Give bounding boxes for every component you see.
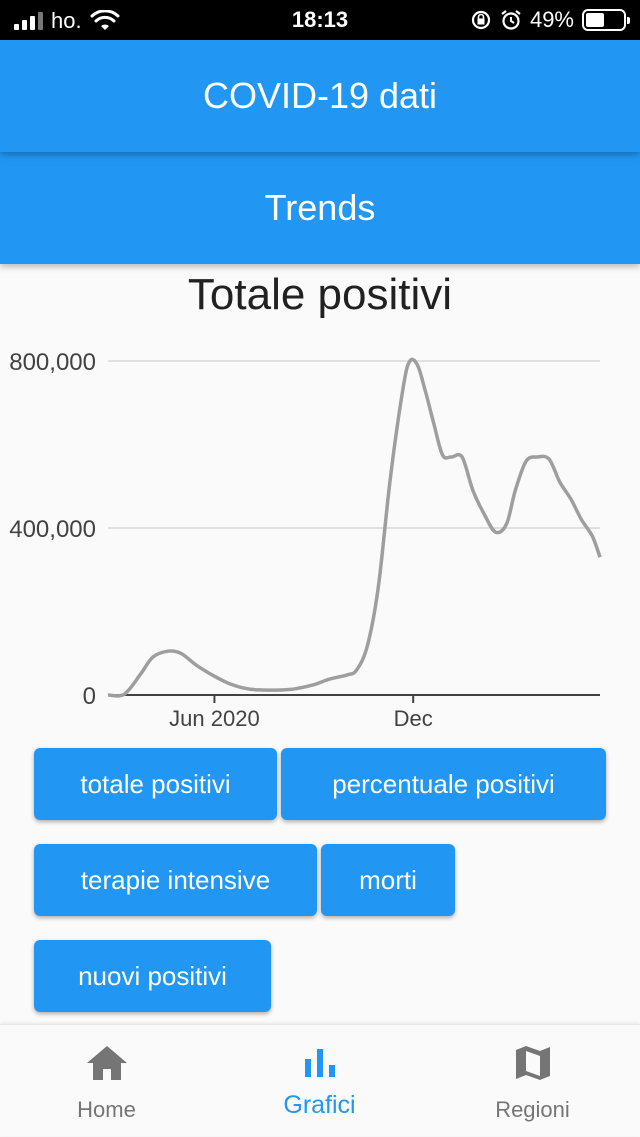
- nav-item-grafici[interactable]: Grafici: [213, 1025, 426, 1137]
- totale-positivi-button[interactable]: totale positivi: [34, 748, 277, 820]
- home-icon: [86, 1046, 127, 1080]
- battery-icon: [582, 9, 630, 31]
- nav-label-home: Home: [77, 1097, 136, 1122]
- status-left: ho.: [14, 8, 120, 34]
- map-icon: [515, 1046, 550, 1080]
- morti-button[interactable]: morti: [321, 844, 455, 916]
- wifi-icon: [90, 10, 120, 30]
- line-chart: 0 400,000 800,000 Jun 2020 Dec: [9, 349, 602, 731]
- battery-percent: 49%: [529, 7, 574, 32]
- y-tick-label: 0: [83, 683, 96, 710]
- app-bar: COVID-19 dati: [0, 40, 640, 152]
- status-bar: ho. 18:13 49%: [0, 0, 640, 40]
- orientation-lock-icon: [471, 10, 491, 30]
- y-tick-label: 800,000: [9, 349, 96, 376]
- section-title: Trends: [264, 187, 376, 228]
- status-right: 49%: [470, 7, 630, 33]
- app-title: COVID-19 dati: [202, 75, 438, 116]
- nav-label-regioni: Regioni: [495, 1097, 570, 1122]
- signal-icon: [14, 12, 43, 30]
- carrier-label: ho.: [51, 8, 82, 33]
- bottom-navigation: Home Grafici Regioni: [0, 1024, 640, 1136]
- y-tick-label: 400,000: [9, 516, 96, 543]
- chart-title: Totale positivi: [187, 270, 453, 319]
- series-line-totale-positivi: [107, 357, 602, 698]
- nuovi-positivi-button[interactable]: nuovi positivi: [34, 940, 271, 1012]
- status-time: 18:13: [291, 7, 349, 32]
- terapie-intensive-button[interactable]: terapie intensive: [34, 844, 317, 916]
- nav-label-grafici: Grafici: [283, 1091, 356, 1119]
- x-tick-label: Jun 2020: [169, 706, 260, 731]
- nav-item-regioni[interactable]: Regioni: [426, 1025, 639, 1137]
- nav-item-home[interactable]: Home: [0, 1025, 213, 1137]
- alarm-icon: [501, 10, 521, 30]
- section-header: Trends: [0, 152, 640, 264]
- x-tick-label: Dec: [394, 706, 433, 731]
- percentuale-positivi-button[interactable]: percentuale positivi: [281, 748, 606, 820]
- bar-chart-icon: [304, 1049, 335, 1077]
